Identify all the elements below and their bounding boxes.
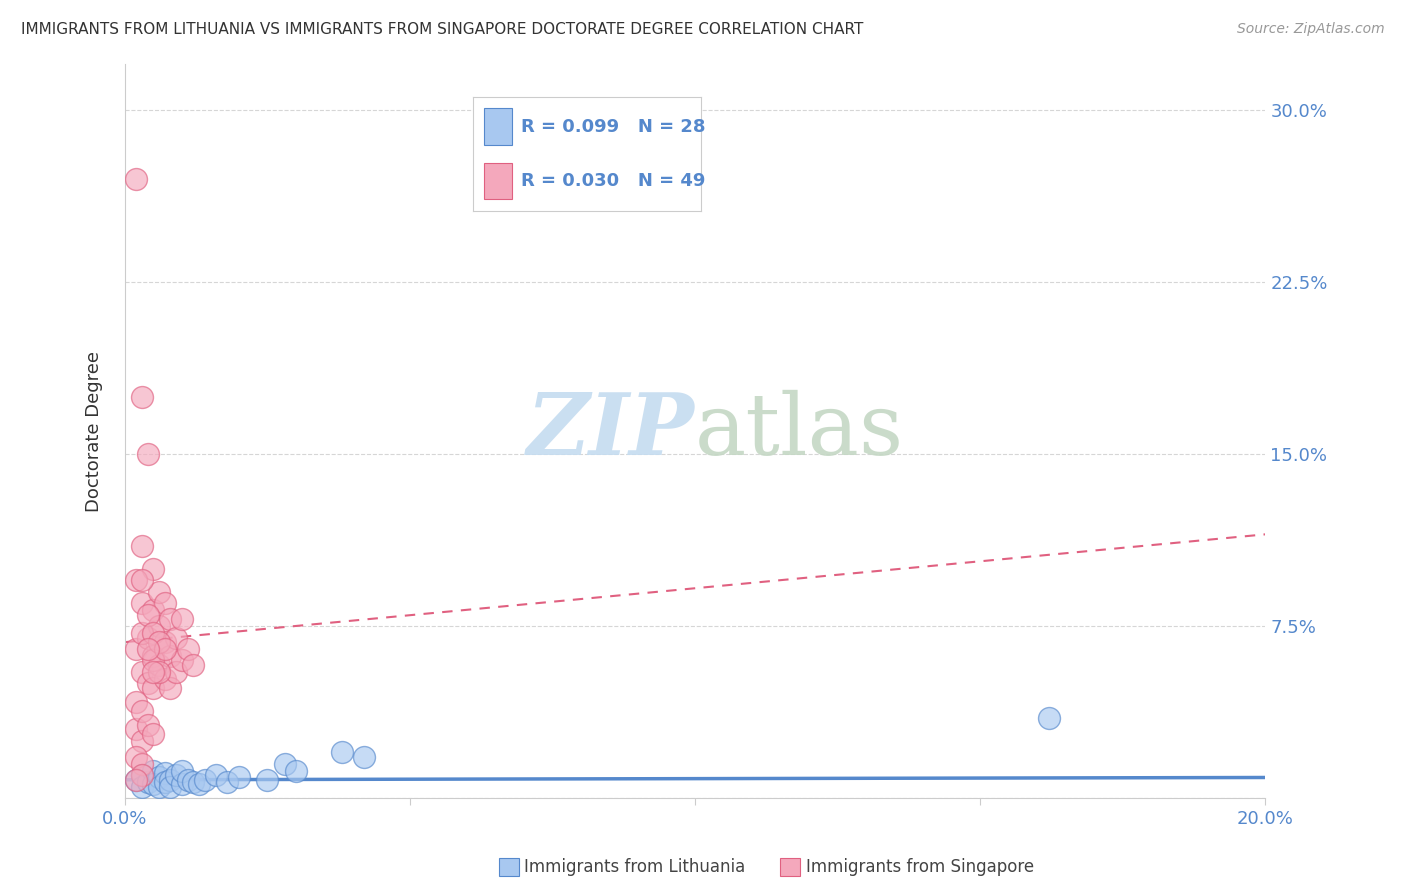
Point xyxy=(153,775,176,789)
Point xyxy=(153,635,176,649)
Point xyxy=(159,681,181,695)
Text: Source: ZipAtlas.com: Source: ZipAtlas.com xyxy=(1237,22,1385,37)
Point xyxy=(159,648,181,663)
Point xyxy=(142,727,165,741)
Point xyxy=(273,756,295,771)
Point xyxy=(136,717,159,731)
Point xyxy=(159,772,181,787)
Point xyxy=(136,642,159,657)
Point xyxy=(153,672,176,686)
Point xyxy=(136,447,159,461)
Point xyxy=(136,775,159,789)
Point xyxy=(125,695,148,709)
Point xyxy=(131,596,153,610)
Point xyxy=(284,764,307,778)
Point xyxy=(148,780,170,794)
Point xyxy=(136,607,159,622)
Point xyxy=(131,768,153,782)
Point xyxy=(205,768,228,782)
Point xyxy=(170,612,193,626)
Point xyxy=(125,772,148,787)
Point xyxy=(153,642,176,657)
Point xyxy=(148,584,170,599)
Point xyxy=(176,772,198,787)
Point xyxy=(165,768,187,782)
Point xyxy=(170,777,193,791)
Point xyxy=(125,723,148,737)
Text: Immigrants from Lithuania: Immigrants from Lithuania xyxy=(524,858,745,876)
Point xyxy=(131,573,153,587)
Point xyxy=(142,777,165,791)
Text: atlas: atlas xyxy=(695,390,904,473)
Point xyxy=(353,749,375,764)
Point xyxy=(142,626,165,640)
Point xyxy=(125,772,148,787)
Point xyxy=(131,390,153,404)
Point xyxy=(125,749,148,764)
Point xyxy=(131,665,153,679)
Text: IMMIGRANTS FROM LITHUANIA VS IMMIGRANTS FROM SINGAPORE DOCTORATE DEGREE CORRELAT: IMMIGRANTS FROM LITHUANIA VS IMMIGRANTS … xyxy=(21,22,863,37)
Point xyxy=(170,653,193,667)
Point xyxy=(159,612,181,626)
Point xyxy=(125,642,148,657)
Point xyxy=(148,658,170,673)
Point xyxy=(131,539,153,553)
Point xyxy=(142,665,165,679)
Text: Immigrants from Singapore: Immigrants from Singapore xyxy=(806,858,1033,876)
Point xyxy=(148,771,170,785)
Point xyxy=(142,681,165,695)
Point xyxy=(142,603,165,617)
Point xyxy=(176,642,198,657)
Point xyxy=(131,704,153,718)
Point xyxy=(148,635,170,649)
Point xyxy=(181,658,204,673)
Point xyxy=(136,631,159,645)
Point xyxy=(165,665,187,679)
Point xyxy=(330,745,353,759)
Point xyxy=(188,777,211,791)
Point xyxy=(131,780,153,794)
Point xyxy=(159,780,181,794)
Point xyxy=(153,765,176,780)
Point xyxy=(148,665,170,679)
Point xyxy=(165,631,187,645)
Point xyxy=(228,771,250,785)
Point xyxy=(131,768,153,782)
Point xyxy=(131,756,153,771)
Point xyxy=(131,626,153,640)
Point xyxy=(194,772,217,787)
Y-axis label: Doctorate Degree: Doctorate Degree xyxy=(86,351,103,512)
Point xyxy=(142,764,165,778)
Point xyxy=(136,676,159,690)
Point xyxy=(217,775,239,789)
Point xyxy=(131,733,153,747)
Point xyxy=(153,596,176,610)
Point xyxy=(142,648,165,663)
Point xyxy=(148,619,170,633)
Point xyxy=(142,562,165,576)
Point xyxy=(181,775,204,789)
Point xyxy=(1038,711,1060,725)
Point xyxy=(142,653,165,667)
Point xyxy=(170,764,193,778)
Point xyxy=(125,171,148,186)
Point xyxy=(125,573,148,587)
Point xyxy=(256,772,278,787)
Text: ZIP: ZIP xyxy=(527,389,695,473)
